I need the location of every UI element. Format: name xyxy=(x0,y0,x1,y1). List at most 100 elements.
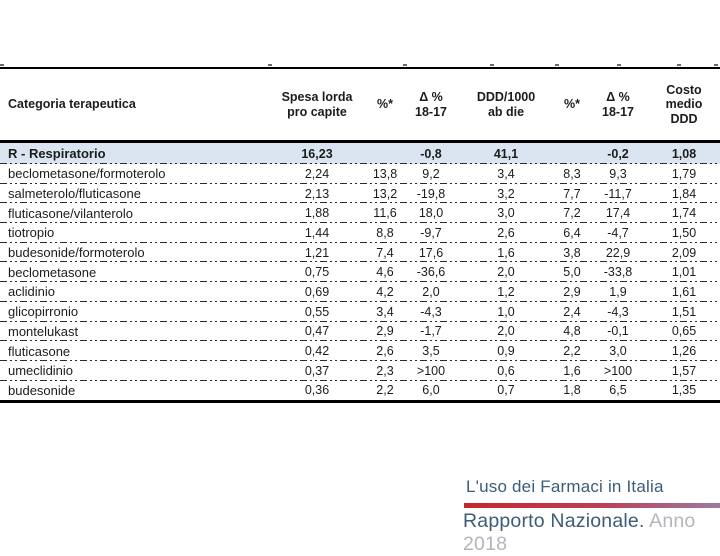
cell-category: fluticasone/vilanterolo xyxy=(8,205,134,221)
cell-spesa-lorda: 0,69 xyxy=(304,284,330,299)
cell-percent-spesa: 4,6 xyxy=(376,265,394,280)
table-row: fluticasone 0,42 2,6 3,5 0,9 2,2 3,0 1,2… xyxy=(0,341,720,361)
cell-ddd-1000: 0,7 xyxy=(497,383,515,398)
table-row: umeclidinio 0,37 2,3 >100 0,6 1,6 >100 1… xyxy=(0,361,720,381)
cell-delta-ddd: -33,8 xyxy=(603,265,633,280)
cell-delta-spesa: -1,7 xyxy=(420,324,442,339)
cell-delta-ddd: 6,5 xyxy=(609,383,627,398)
cell-costo-medio: 1,84 xyxy=(671,186,697,201)
cell-spesa-lorda: 16,23 xyxy=(301,146,333,161)
cell-delta-ddd: -4,7 xyxy=(607,225,629,240)
table-row: budesonide/formoterolo 1,21 7,4 17,6 1,6… xyxy=(0,243,720,263)
cell-percent-ddd: 7,2 xyxy=(563,206,581,221)
header-delta-percent-2: Δ % 18-17 xyxy=(602,90,634,119)
cell-ddd-1000: 3,0 xyxy=(497,206,515,221)
cell-delta-spesa: -9,7 xyxy=(420,225,442,240)
crop-artifact-tick xyxy=(403,64,407,66)
cell-ddd-1000: 1,0 xyxy=(497,304,515,319)
gradient-divider xyxy=(464,503,720,508)
cell-delta-ddd: -0,2 xyxy=(607,146,629,161)
cell-percent-spesa: 2,2 xyxy=(376,383,394,398)
cell-costo-medio: 1,51 xyxy=(671,304,697,319)
cell-percent-spesa: 4,2 xyxy=(376,284,394,299)
report-subtitle: Rapporto Nazionale. Anno 2018 xyxy=(463,510,720,556)
cell-percent-ddd: 1,6 xyxy=(563,363,581,378)
cell-category: budesonide/formoterolo xyxy=(8,245,145,261)
cell-delta-spesa: 17,6 xyxy=(418,245,444,260)
cell-percent-ddd: 2,4 xyxy=(563,304,581,319)
cell-spesa-lorda: 1,88 xyxy=(304,206,330,221)
cell-ddd-1000: 2,6 xyxy=(497,225,515,240)
cell-delta-spesa: >100 xyxy=(416,363,446,378)
cell-delta-spesa: -19,8 xyxy=(416,186,446,201)
crop-artifact-tick xyxy=(714,64,718,66)
cell-percent-spesa: 8,8 xyxy=(376,225,394,240)
cell-costo-medio: 1,61 xyxy=(671,284,697,299)
table-row: glicopirronio 0,55 3,4 -4,3 1,0 2,4 -4,3… xyxy=(0,302,720,322)
cell-costo-medio: 0,65 xyxy=(671,324,697,339)
table-row: budesonide 0,36 2,2 6,0 0,7 1,8 6,5 1,35 xyxy=(0,381,720,401)
header-delta-percent-1: Δ % 18-17 xyxy=(415,90,447,119)
cell-percent-spesa: 2,3 xyxy=(376,363,394,378)
cell-delta-spesa: 2,0 xyxy=(422,284,440,299)
cell-spesa-lorda: 1,21 xyxy=(304,245,330,260)
cell-percent-ddd: 8,3 xyxy=(563,166,581,181)
cell-percent-spesa: 13,8 xyxy=(372,166,398,181)
crop-artifact-tick xyxy=(268,64,272,66)
cell-category: salmeterolo/fluticasone xyxy=(8,186,141,202)
cell-percent-spesa: 11,6 xyxy=(373,206,397,221)
cell-percent-ddd: 3,8 xyxy=(563,245,581,260)
crop-artifact-ticks xyxy=(0,64,720,67)
cell-percent-ddd: 7,7 xyxy=(563,186,581,201)
cell-percent-ddd xyxy=(556,143,588,164)
header-costo-medio-ddd: Costo medio DDD xyxy=(665,82,703,126)
cell-delta-spesa: 6,0 xyxy=(422,383,440,398)
cell-percent-ddd: 2,9 xyxy=(563,284,581,299)
cell-delta-ddd: 1,9 xyxy=(609,284,627,299)
therapeutic-category-table: Categoria terapeutica Spesa lorda pro ca… xyxy=(0,67,720,404)
cell-category: aclidinio xyxy=(8,284,55,300)
crop-artifact-tick xyxy=(555,64,559,66)
crop-artifact-tick xyxy=(0,64,4,66)
cell-percent-spesa: 13,2 xyxy=(372,186,398,201)
cell-spesa-lorda: 0,42 xyxy=(304,344,330,359)
table-row: salmeterolo/fluticasone 2,13 13,2 -19,8 … xyxy=(0,184,720,204)
cell-ddd-1000: 1,6 xyxy=(497,245,515,260)
cell-delta-spesa: 3,5 xyxy=(422,344,440,359)
cell-spesa-lorda: 2,24 xyxy=(304,166,330,181)
cell-ddd-1000: 3,4 xyxy=(497,166,515,181)
cell-delta-spesa: -4,3 xyxy=(420,304,442,319)
cell-delta-ddd: 22,9 xyxy=(605,245,631,260)
cell-category: beclometasone xyxy=(8,264,97,280)
header-ddd-1000-ab-die: DDD/1000 ab die xyxy=(476,90,536,119)
cell-percent-spesa: 7,4 xyxy=(376,245,394,260)
cell-percent-ddd: 6,4 xyxy=(563,225,581,240)
table-body: R - Respiratorio 16,23 -0,8 41,1 -0,2 1,… xyxy=(0,143,720,400)
cell-costo-medio: 1,50 xyxy=(671,225,697,240)
table-row: aclidinio 0,69 4,2 2,0 1,2 2,9 1,9 1,61 xyxy=(0,282,720,302)
cell-ddd-1000: 2,0 xyxy=(497,265,515,280)
header-percent-2: %* xyxy=(564,97,580,112)
table-row: montelukast 0,47 2,9 -1,7 2,0 4,8 -0,1 0… xyxy=(0,322,720,342)
cell-ddd-1000: 3,2 xyxy=(497,186,515,201)
cell-category: glicopirronio xyxy=(8,304,79,320)
cell-delta-ddd: -11,7 xyxy=(604,186,632,201)
header-spesa-lorda-pro-capite: Spesa lorda pro capite xyxy=(281,90,353,119)
cell-percent-ddd: 5,0 xyxy=(563,265,581,280)
cell-category: montelukast xyxy=(8,323,79,339)
cell-delta-ddd: -0,1 xyxy=(607,324,629,339)
cell-category: R - Respiratorio xyxy=(8,146,106,161)
cell-ddd-1000: 41,1 xyxy=(493,146,519,161)
cell-delta-ddd: >100 xyxy=(603,363,633,378)
report-subtitle-year: Anno 2018 xyxy=(463,510,696,555)
cell-spesa-lorda: 2,13 xyxy=(304,186,330,201)
cell-ddd-1000: 0,9 xyxy=(497,344,515,359)
cell-costo-medio: 1,35 xyxy=(671,383,697,398)
table-row: tiotropio 1,44 8,8 -9,7 2,6 6,4 -4,7 1,5… xyxy=(0,223,720,243)
cell-costo-medio: 1,74 xyxy=(671,206,697,221)
crop-artifact-tick xyxy=(490,64,494,66)
cell-costo-medio: 1,57 xyxy=(671,363,697,378)
table-row: fluticasone/vilanterolo 1,88 11,6 18,0 3… xyxy=(0,203,720,223)
cell-percent-spesa: 2,9 xyxy=(376,324,394,339)
cell-ddd-1000: 1,2 xyxy=(497,284,515,299)
